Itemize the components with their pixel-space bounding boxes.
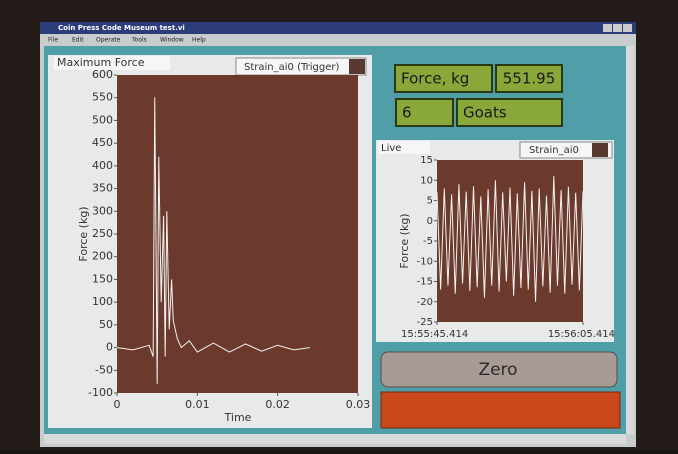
menu-item[interactable]: Help bbox=[192, 37, 206, 44]
x-tick-label: 0 bbox=[114, 398, 121, 411]
stop-button[interactable] bbox=[381, 392, 620, 428]
maximize-button[interactable] bbox=[613, 24, 622, 32]
x-tick-label: 15:55:45.414 bbox=[401, 329, 468, 340]
y-tick-label: 500 bbox=[92, 113, 113, 126]
y-axis-label: Force (kg) bbox=[77, 206, 90, 261]
zero-button-label: Zero bbox=[478, 360, 517, 380]
x-tick-label: 0.03 bbox=[346, 398, 371, 411]
legend-icon bbox=[349, 59, 365, 74]
unit-label: Goats bbox=[463, 104, 507, 122]
x-tick-label: 15:56:05.414 bbox=[548, 329, 615, 340]
y-tick-label: -10 bbox=[417, 256, 433, 267]
menu-item[interactable]: Operate bbox=[96, 37, 121, 44]
y-tick-label: 250 bbox=[92, 227, 113, 240]
x-tick-label: 0.01 bbox=[185, 398, 210, 411]
page: Coin Press Code Museum test.vi File Edit O… bbox=[0, 0, 678, 450]
close-button[interactable] bbox=[623, 24, 632, 32]
menu-item[interactable]: File bbox=[48, 37, 58, 44]
y-tick-label: 600 bbox=[92, 68, 113, 81]
y-tick-label: 550 bbox=[92, 91, 113, 104]
window-title: Coin Press Code Museum test.vi bbox=[58, 24, 185, 32]
menu-item[interactable]: Edit bbox=[72, 37, 84, 44]
legend-icon bbox=[592, 143, 608, 157]
graph-title: Live bbox=[381, 143, 401, 154]
y-tick-label: 5 bbox=[427, 196, 433, 207]
force-value: 551.95 bbox=[503, 70, 556, 88]
scrollbar[interactable] bbox=[626, 46, 634, 434]
x-axis-label: Time bbox=[224, 411, 252, 424]
y-tick-label: -5 bbox=[423, 236, 433, 247]
y-tick-label: 0 bbox=[106, 341, 113, 354]
scrollbar[interactable] bbox=[44, 434, 626, 444]
menu-item[interactable]: Window bbox=[160, 37, 184, 44]
minimize-button[interactable] bbox=[603, 24, 612, 32]
y-tick-label: -15 bbox=[417, 277, 433, 288]
y-tick-label: 300 bbox=[92, 204, 113, 217]
y-tick-label: 200 bbox=[92, 250, 113, 263]
y-tick-label: -25 bbox=[417, 317, 433, 328]
x-tick-label: 0.02 bbox=[265, 398, 290, 411]
menu-item[interactable]: Tools bbox=[131, 37, 147, 44]
y-tick-label: 50 bbox=[99, 318, 113, 331]
y-tick-label: 450 bbox=[92, 136, 113, 149]
legend-label: Strain_ai0 bbox=[529, 145, 579, 156]
y-tick-label: 150 bbox=[92, 272, 113, 285]
y-tick-label: -50 bbox=[95, 363, 113, 376]
y-tick-label: -20 bbox=[417, 297, 433, 308]
y-tick-label: 350 bbox=[92, 182, 113, 195]
force-label: Force, kg bbox=[401, 70, 469, 88]
y-tick-label: 100 bbox=[92, 295, 113, 308]
y-tick-label: 400 bbox=[92, 159, 113, 172]
y-tick-label: 0 bbox=[427, 216, 433, 227]
y-tick-label: 10 bbox=[420, 175, 433, 186]
legend-label: Strain_ai0 (Trigger) bbox=[244, 62, 339, 73]
y-tick-label: -100 bbox=[88, 386, 113, 399]
y-axis-label: Force (kg) bbox=[398, 213, 411, 268]
screen: Coin Press Code Museum test.vi File Edit O… bbox=[0, 0, 678, 450]
y-tick-label: 15 bbox=[420, 155, 433, 166]
count-value: 6 bbox=[402, 104, 412, 122]
